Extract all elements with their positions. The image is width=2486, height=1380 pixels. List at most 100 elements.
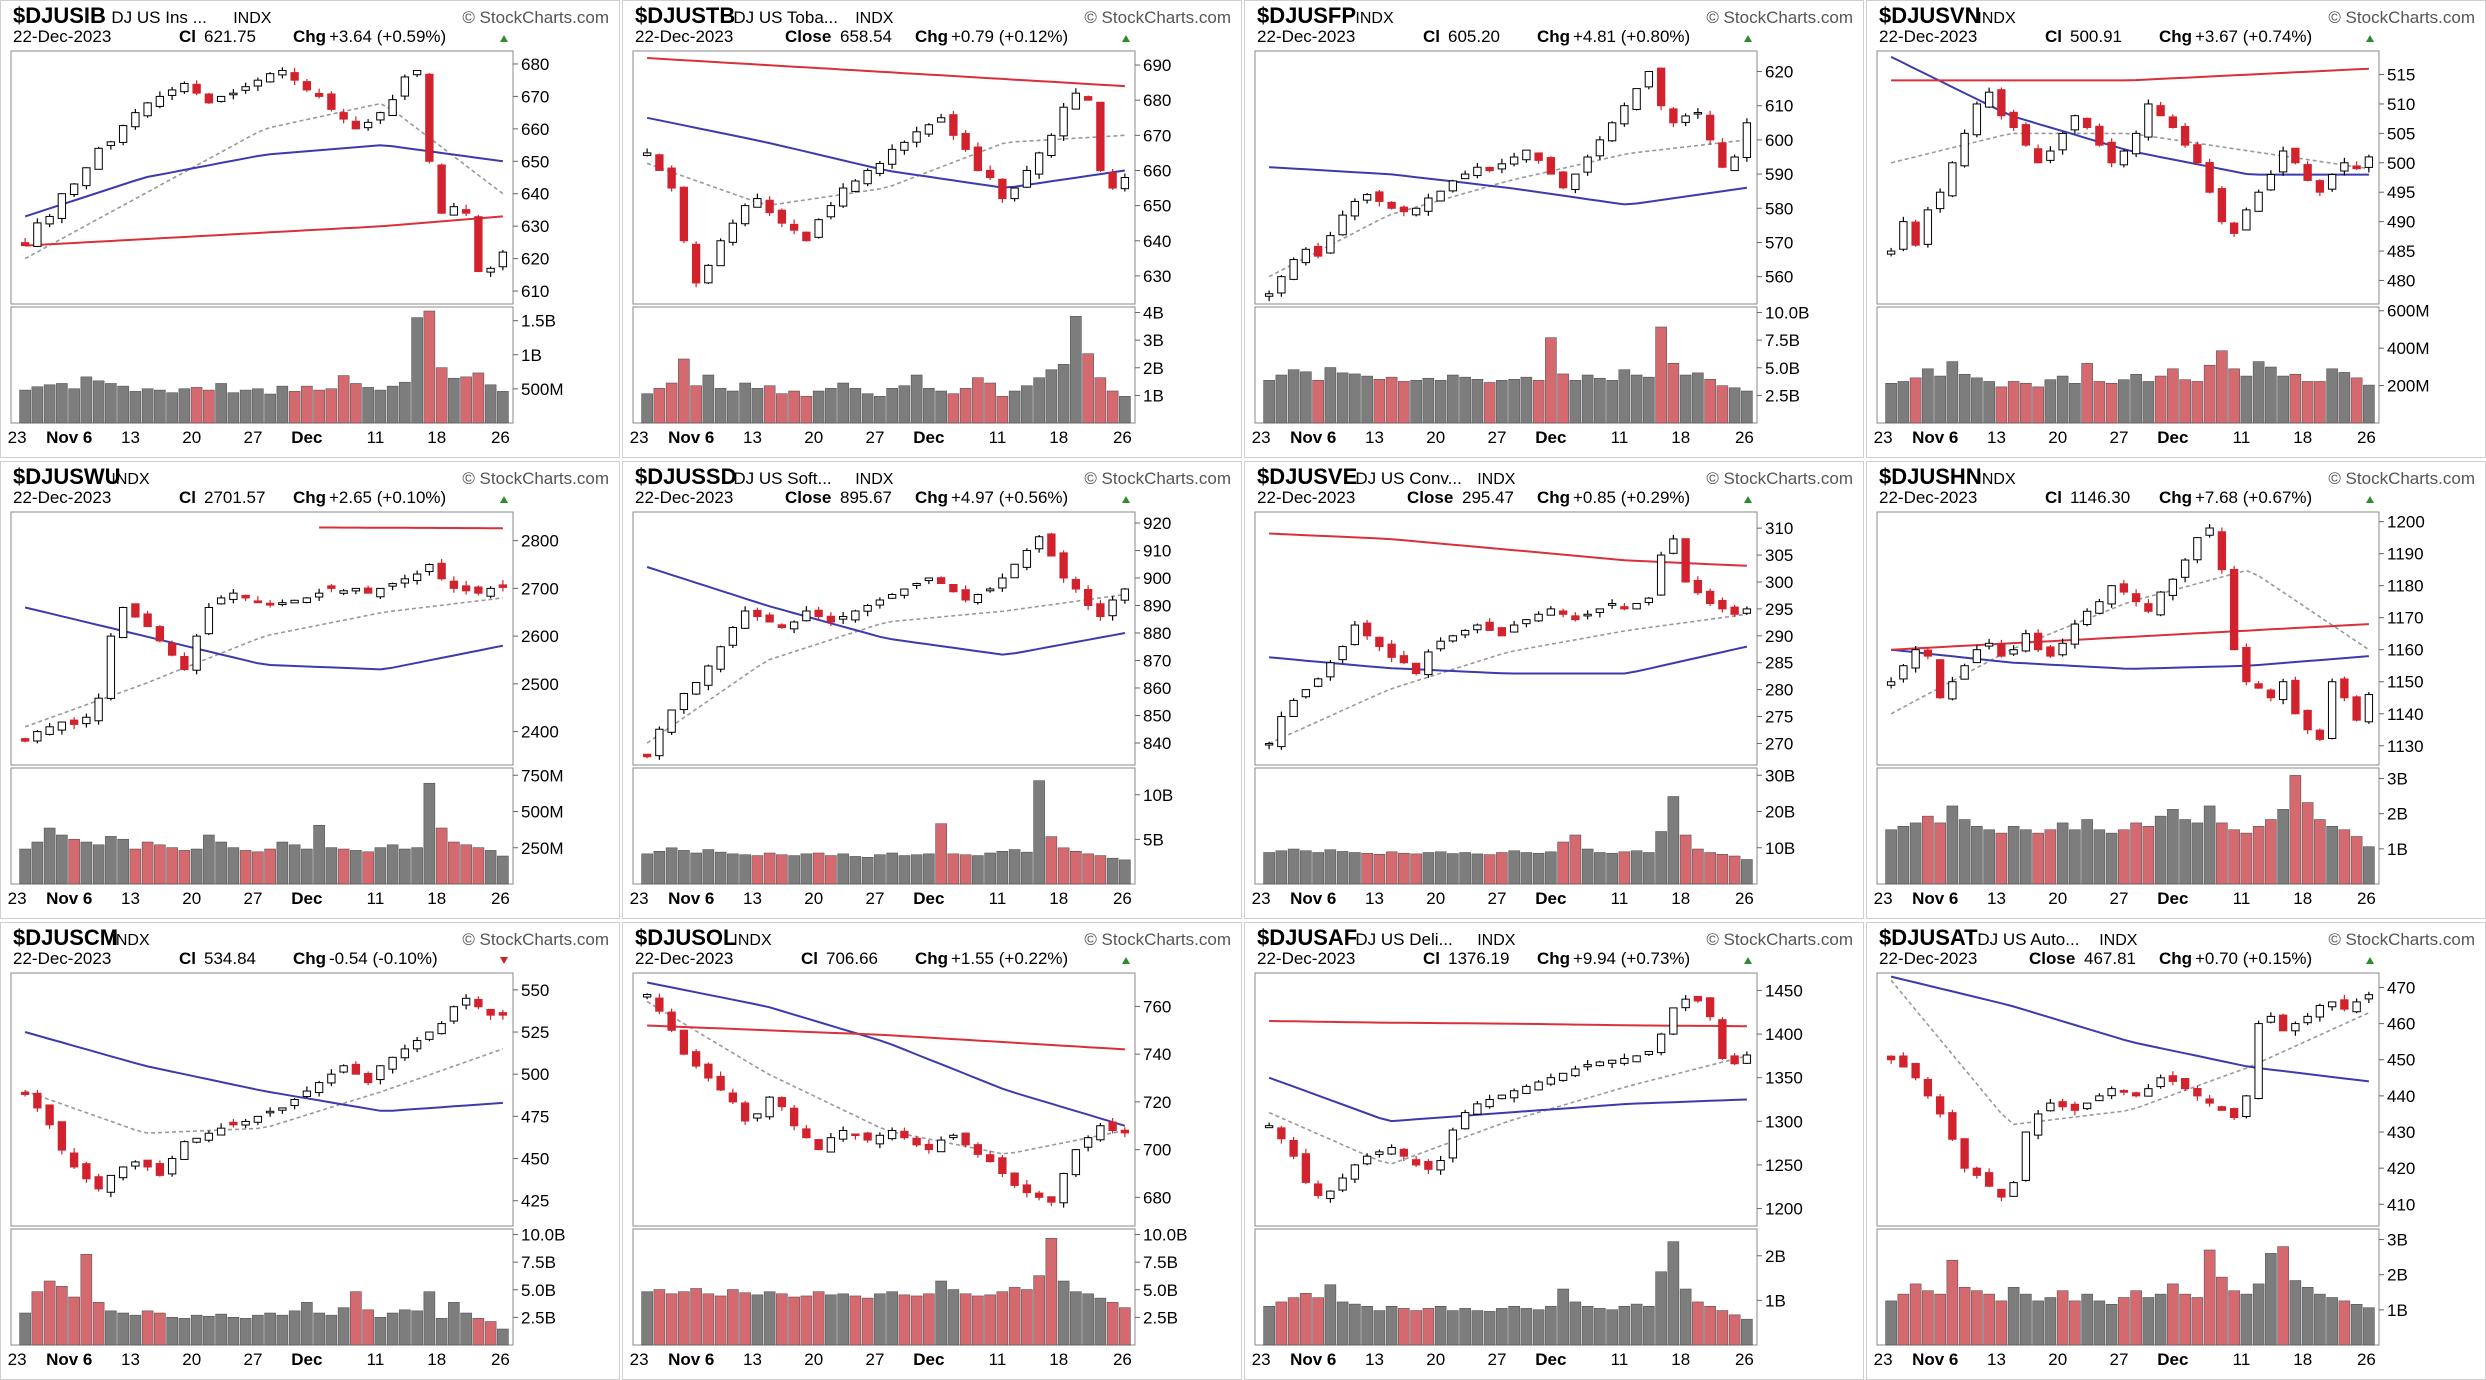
volume-bar (641, 393, 653, 424)
volume-bar (1082, 1293, 1094, 1346)
watermark: © StockCharts.com (462, 930, 609, 949)
chart-panel-djusat[interactable]: $DJUSAT DJ US Auto... INDX © StockCharts.co… (1866, 922, 2486, 1380)
price-tick-label: 285 (1765, 654, 1793, 673)
volume-bar (2277, 375, 2289, 424)
candle-body (1277, 716, 1286, 748)
volume-tick-label: 2B (2387, 1266, 2408, 1285)
volume-bar (788, 1296, 800, 1346)
price-tick-label: 900 (1143, 569, 1171, 588)
price-tick-label: 1200 (2387, 513, 2425, 532)
x-tick-label: Dec (1535, 1350, 1566, 1369)
price-tick-label: 720 (1143, 1093, 1171, 1112)
chart-panel-djushn[interactable]: $DJUSHN INDX © StockCharts.com 22-Dec-2023 C… (1866, 461, 2486, 919)
chart-panel-djusol[interactable]: $DJUSOL INDX © StockCharts.com 22-Dec-2023 C… (622, 922, 1242, 1380)
volume-bar (31, 841, 44, 885)
volume-tick-label: 4B (1143, 304, 1164, 323)
candle-body (2021, 633, 2031, 652)
candle-body (863, 605, 872, 612)
volume-bar (1520, 852, 1533, 885)
x-tick-label: Nov 6 (1912, 428, 1958, 447)
chart-panel-djusib[interactable]: $DJUSIB DJ US Ins ... INDX © StockCharts.co… (0, 0, 620, 458)
close-label: Close (785, 27, 831, 46)
candle-body (973, 594, 983, 603)
chart-panel-djusve[interactable]: $DJUSVE DJ US Conv... INDX © StockCharts.co… (1244, 461, 1864, 919)
chg-value: +4.81 (+0.80%) (1573, 27, 1690, 46)
candle-body (1644, 1051, 1654, 1055)
x-tick-label: Nov 6 (1912, 889, 1958, 908)
chart-panel-djusvn[interactable]: $DJUSVN INDX © StockCharts.com 22-Dec-2023 C… (1866, 0, 2486, 458)
chart-panel-djuswu[interactable]: $DJUSWU INDX © StockCharts.com 22-Dec-2023 C… (0, 461, 620, 919)
candle-body (2229, 568, 2239, 651)
volume-bar (56, 834, 68, 885)
volume-tick-label: 30B (1765, 766, 1795, 785)
x-tick-label: 11 (2233, 1350, 2251, 1369)
volume-bar (1070, 1291, 1082, 1346)
volume-bar (886, 852, 898, 885)
x-tick-label: 13 (743, 428, 762, 447)
candle-body (2131, 593, 2141, 603)
candle-body (863, 1132, 872, 1141)
volume-bar (2314, 819, 2326, 885)
candle-body (863, 169, 872, 185)
volume-bar (2142, 381, 2155, 424)
candle-body (2315, 180, 2325, 193)
price-tick-label: 650 (521, 152, 549, 171)
x-tick-label: 26 (1735, 889, 1754, 908)
volume-bar (947, 1289, 960, 1346)
candle-body (363, 121, 373, 129)
volume-bar (2093, 381, 2106, 424)
chg-label: Chg (915, 488, 948, 507)
volume-bar (2203, 1249, 2216, 1346)
candle-body (1387, 201, 1396, 209)
volume-bar (1557, 841, 1569, 885)
candle-body (679, 1029, 689, 1055)
candle-body (1923, 649, 1933, 657)
volume-bar (1057, 364, 1070, 424)
watermark: © StockCharts.com (1084, 469, 1231, 488)
volume-bar (19, 1312, 31, 1346)
price-tick-label: 1190 (2387, 545, 2424, 564)
price-tick-label: 1350 (1765, 1069, 1803, 1088)
volume-bar (727, 1289, 739, 1346)
volume-bar (2314, 1293, 2326, 1346)
x-tick-label: Nov 6 (46, 1350, 92, 1369)
candle-body (339, 112, 348, 120)
volume-bar (1119, 1307, 1131, 1346)
chart-panel-djussd[interactable]: $DJUSSD DJ US Soft... INDX © StockCharts.co… (622, 461, 1242, 919)
candle-body (2315, 1005, 2325, 1018)
volume-bar (1679, 1288, 1692, 1346)
volume-tick-label: 500M (521, 803, 564, 822)
candle-body (1571, 615, 1580, 621)
candle-body (1362, 1155, 1372, 1165)
volume-bar (984, 1294, 996, 1346)
candle-body (1669, 108, 1678, 124)
chart-panel-djuscm[interactable]: $DJUSCM INDX © StockCharts.com 22-Dec-2023 C… (0, 922, 620, 1380)
symbol-label: $DJUSFP (1257, 3, 1356, 28)
volume-bar (215, 1313, 227, 1346)
arrow-up-icon (1744, 957, 1752, 964)
chart-panel-djusfp[interactable]: $DJUSFP INDX © StockCharts.com 22-Dec-2023 C… (1244, 0, 1864, 458)
chart-panel-djustb[interactable]: $DJUSTB DJ US Toba... INDX © StockCharts.co… (622, 0, 1242, 458)
ma-line-blue (1890, 648, 2369, 670)
index-type: INDX (1477, 471, 1516, 488)
volume-bar (665, 1293, 678, 1346)
candle-body (204, 93, 214, 104)
volume-bar (288, 391, 301, 424)
volume-bar (2032, 832, 2044, 885)
x-tick-label: 18 (2293, 889, 2312, 908)
close-label: Cl (2045, 488, 2062, 507)
close-value: 534.84 (204, 949, 256, 968)
candle-body (302, 1090, 312, 1098)
candle-body (2327, 1001, 2337, 1008)
price-tick-label: 670 (1143, 126, 1171, 145)
price-tick-label: 425 (521, 1192, 549, 1211)
volume-bar (1336, 851, 1349, 885)
volume-bar (1106, 857, 1119, 885)
chart-panel-djusaf[interactable]: $DJUSAF DJ US Deli... INDX © StockCharts.co… (1244, 922, 1864, 1380)
candle-body (973, 1144, 983, 1155)
candle-body (327, 585, 336, 589)
candle-body (1071, 1149, 1081, 1176)
x-tick-label: 26 (1113, 889, 1132, 908)
price-tick-label: 485 (2387, 242, 2415, 261)
